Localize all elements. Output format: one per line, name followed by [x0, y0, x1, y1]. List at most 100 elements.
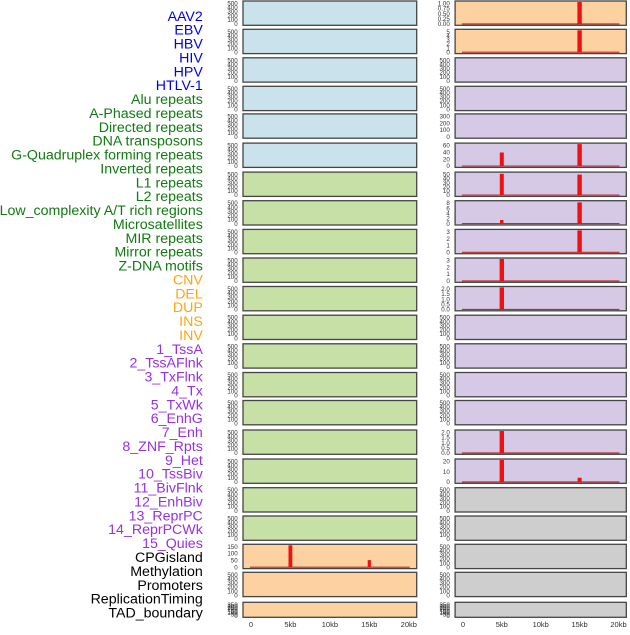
svg-text:400: 400: [227, 347, 238, 354]
svg-text:200: 200: [227, 442, 238, 449]
svg-text:500: 500: [439, 57, 450, 64]
svg-text:4: 4: [446, 33, 450, 40]
svg-text:0: 0: [446, 278, 450, 285]
svg-text:300: 300: [227, 603, 238, 610]
svg-text:0: 0: [446, 163, 450, 170]
svg-text:8: 8: [446, 200, 450, 207]
svg-text:500: 500: [227, 286, 238, 293]
svg-text:400: 400: [227, 147, 238, 154]
svg-text:500: 500: [227, 258, 238, 265]
svg-text:0: 0: [234, 106, 238, 113]
svg-text:300: 300: [227, 122, 238, 129]
svg-text:10: 10: [443, 469, 450, 476]
svg-text:INS: INS: [179, 314, 203, 330]
svg-text:0.5: 0.5: [441, 445, 450, 452]
svg-text:1.0: 1.0: [441, 440, 450, 447]
svg-text:150: 150: [227, 608, 238, 615]
svg-text:500: 500: [227, 229, 238, 236]
svg-text:500: 500: [439, 343, 450, 350]
svg-text:500: 500: [227, 315, 238, 322]
svg-text:AAV2: AAV2: [168, 9, 203, 25]
svg-text:0: 0: [446, 78, 450, 85]
svg-text:200: 200: [227, 41, 238, 48]
svg-text:300: 300: [227, 323, 238, 330]
svg-text:CNV: CNV: [173, 273, 203, 289]
svg-text:HBV: HBV: [174, 37, 204, 53]
svg-text:300: 300: [439, 408, 450, 415]
svg-text:400: 400: [227, 463, 238, 470]
svg-text:0: 0: [446, 221, 450, 228]
svg-text:0: 0: [234, 508, 238, 515]
svg-text:Mirror repeats: Mirror repeats: [114, 245, 202, 261]
svg-text:500: 500: [227, 200, 238, 207]
svg-text:100: 100: [439, 610, 450, 617]
svg-text:100: 100: [227, 302, 238, 309]
svg-text:8_ZNF_Rpts: 8_ZNF_Rpts: [122, 439, 202, 455]
svg-text:1.5: 1.5: [441, 435, 450, 442]
svg-text:100: 100: [227, 416, 238, 423]
svg-text:100: 100: [227, 17, 238, 24]
svg-text:500: 500: [439, 372, 450, 379]
svg-text:200: 200: [227, 471, 238, 478]
svg-text:100: 100: [227, 245, 238, 252]
svg-text:400: 400: [439, 90, 450, 97]
svg-text:3: 3: [446, 229, 450, 236]
svg-text:0: 0: [234, 278, 238, 285]
svg-text:1: 1: [446, 243, 450, 250]
svg-text:20: 20: [443, 184, 450, 191]
svg-text:200: 200: [439, 120, 450, 127]
svg-text:50: 50: [443, 172, 450, 179]
svg-text:500: 500: [227, 143, 238, 150]
svg-text:500: 500: [227, 487, 238, 494]
svg-text:200: 200: [439, 528, 450, 535]
svg-text:0: 0: [446, 49, 450, 56]
svg-text:400: 400: [227, 434, 238, 441]
svg-text:100: 100: [227, 74, 238, 81]
svg-text:100: 100: [439, 102, 450, 109]
svg-text:Directed repeats: Directed repeats: [99, 120, 203, 136]
svg-text:400: 400: [227, 176, 238, 183]
svg-text:Microsatellites: Microsatellites: [113, 217, 203, 233]
svg-text:0.25: 0.25: [438, 16, 451, 23]
svg-text:0: 0: [234, 307, 238, 314]
svg-text:20: 20: [443, 156, 450, 163]
svg-text:100: 100: [439, 360, 450, 367]
svg-text:40: 40: [443, 176, 450, 183]
svg-text:15kb: 15kb: [361, 620, 377, 629]
svg-text:Methylation: Methylation: [130, 564, 203, 580]
svg-text:400: 400: [227, 61, 238, 68]
svg-text:100: 100: [439, 532, 450, 539]
svg-text:0: 0: [446, 613, 450, 620]
svg-text:400: 400: [227, 118, 238, 125]
svg-text:400: 400: [439, 548, 450, 555]
svg-text:300: 300: [439, 352, 450, 359]
svg-text:ReplicationTiming: ReplicationTiming: [91, 592, 203, 608]
svg-text:500: 500: [227, 430, 238, 437]
svg-text:200: 200: [439, 584, 450, 591]
svg-text:500: 500: [439, 400, 450, 407]
svg-text:300: 300: [227, 580, 238, 587]
svg-text:500: 500: [227, 343, 238, 350]
svg-text:150: 150: [439, 608, 450, 615]
svg-text:50: 50: [231, 611, 238, 618]
svg-text:400: 400: [439, 576, 450, 583]
svg-text:0: 0: [234, 250, 238, 257]
svg-text:100: 100: [227, 159, 238, 166]
svg-text:300: 300: [439, 323, 450, 330]
svg-text:A-Phased repeats: A-Phased repeats: [89, 106, 203, 122]
svg-text:500: 500: [439, 544, 450, 551]
svg-text:9_Het: 9_Het: [165, 453, 203, 469]
svg-text:0: 0: [446, 592, 450, 599]
svg-text:0: 0: [234, 335, 238, 342]
svg-text:500: 500: [227, 172, 238, 179]
svg-text:0: 0: [446, 250, 450, 257]
svg-text:400: 400: [439, 319, 450, 326]
svg-text:100: 100: [227, 446, 238, 453]
svg-text:DEL: DEL: [175, 286, 203, 302]
svg-text:400: 400: [227, 204, 238, 211]
svg-text:0: 0: [446, 192, 450, 199]
svg-text:400: 400: [227, 233, 238, 240]
svg-text:20kb: 20kb: [610, 620, 626, 629]
svg-text:200: 200: [227, 384, 238, 391]
svg-text:500: 500: [439, 86, 450, 93]
